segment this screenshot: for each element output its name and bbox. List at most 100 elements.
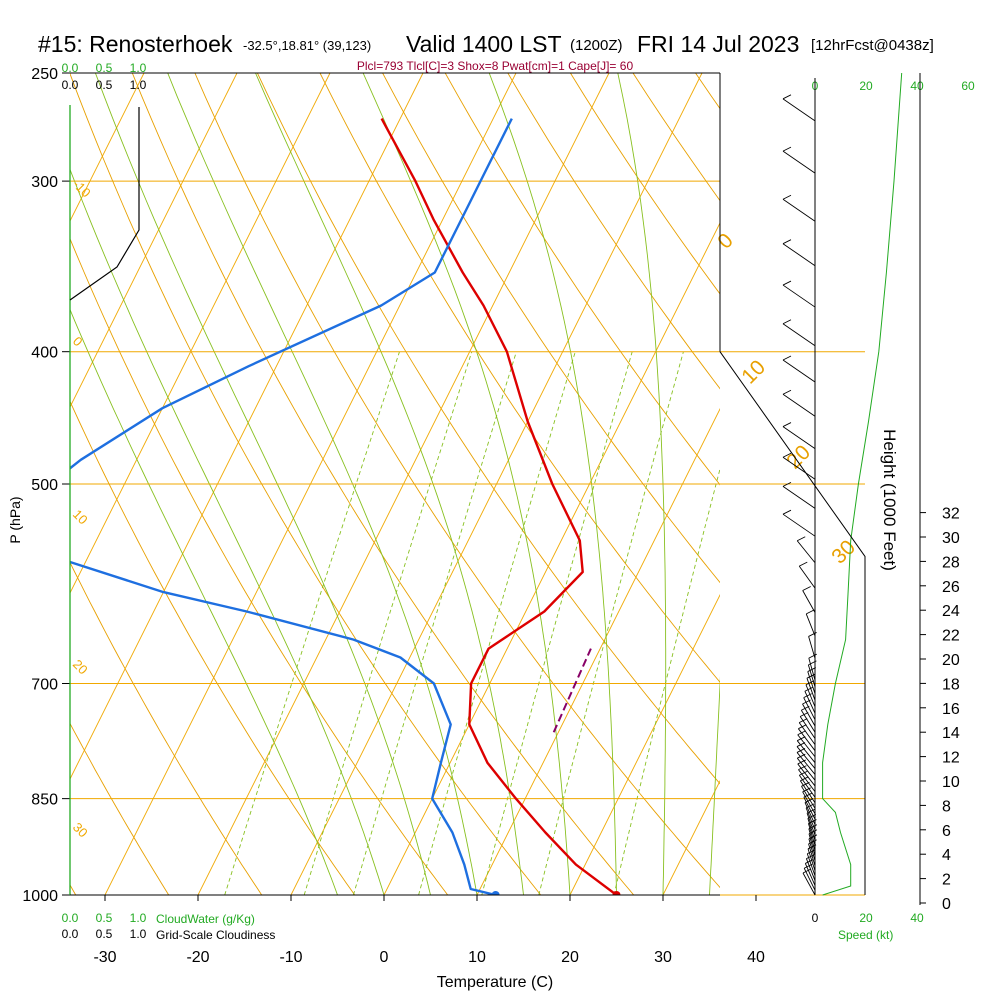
cloud-scale-label: 0.0 <box>62 78 79 92</box>
wind-barb <box>808 843 816 866</box>
wind-barb-flag <box>797 759 806 765</box>
pressure-tick-label: 500 <box>31 477 58 494</box>
utc-time: (1200Z) <box>570 37 623 54</box>
dry-adiabat <box>70 722 170 895</box>
temperature-tick-label: 10 <box>468 949 486 966</box>
dry-adiabat <box>507 73 720 390</box>
dry-adiabat <box>883 73 1000 895</box>
cloud-scale-label: 0.5 <box>96 927 113 941</box>
moist-adiabat <box>167 73 478 895</box>
forecast-run: [12hrFcst@0438z] <box>811 37 934 54</box>
speed-tick-label-bottom: 40 <box>910 911 924 925</box>
cloudwater-label: CloudWater (g/Kg) <box>156 912 255 926</box>
wind-barb <box>804 863 816 886</box>
moist-adiabat <box>362 73 571 895</box>
wind-barb <box>798 728 816 751</box>
wind-barb-flag <box>782 94 792 100</box>
wind-barb <box>798 722 816 745</box>
height-axis-title: Height (1000 Feet) <box>880 429 899 571</box>
height-tick-label: 10 <box>942 774 960 791</box>
wind-barb <box>808 636 816 659</box>
station-title: #15: Renosterhoek <box>38 31 233 57</box>
dry-adiabat <box>256 73 720 785</box>
stability-indices: Plcl=793 Tlcl[C]=3 Shox=8 Pwat[cm]=1 Cap… <box>357 59 634 73</box>
dry-adiabat <box>194 73 720 889</box>
temperature-tick-label: -20 <box>186 949 209 966</box>
wind-barb-flag <box>782 355 792 361</box>
forecast-date: FRI 14 Jul 2023 <box>637 31 799 57</box>
wind-barb <box>803 796 816 820</box>
wind-barb <box>807 671 816 694</box>
dry-adiabat <box>70 73 542 895</box>
wind-barb <box>808 823 816 846</box>
mixing-ratio-line <box>352 351 517 895</box>
dry-adiabat <box>131 73 635 895</box>
temperature-tick-label: 30 <box>654 949 672 966</box>
wind-barb-flag <box>798 765 807 771</box>
mixing-ratio-label: 8 <box>473 897 487 914</box>
wind-barb <box>802 590 816 613</box>
station-coords: -32.5°,18.81° (39,123) <box>243 38 371 53</box>
height-tick-label: 12 <box>942 750 960 767</box>
wind-barb <box>797 763 816 787</box>
speed-tick-label-top: 20 <box>859 79 873 93</box>
moist-adiabat <box>94 73 431 895</box>
dry-adiabat <box>70 561 263 895</box>
height-tick-label: 0 <box>942 896 951 913</box>
mixing-ratio-line <box>613 467 720 895</box>
wind-speed-profile <box>822 72 903 896</box>
wind-barb <box>799 716 816 739</box>
isotherm-label: 10 <box>70 507 91 528</box>
wind-barb-flag <box>782 239 792 245</box>
wind-barb <box>782 486 816 509</box>
wind-barb-flag <box>802 868 812 874</box>
wind-barb <box>782 98 816 122</box>
isotherm <box>942 73 1000 895</box>
wind-barb <box>782 359 816 383</box>
wind-barb-flag <box>797 536 806 542</box>
speed-tick-label-top: 40 <box>910 79 924 93</box>
wind-barb-flag <box>782 452 792 458</box>
wind-barb <box>798 565 816 589</box>
wind-barb <box>796 757 816 781</box>
x-axis-title: Temperature (C) <box>437 974 553 991</box>
wind-barb-flag <box>796 742 806 747</box>
wind-barb <box>808 657 816 681</box>
height-tick-label: 22 <box>942 628 960 645</box>
wind-barb-flag <box>782 509 792 515</box>
mixing-ratio-label: 3 <box>344 897 358 914</box>
wind-barb-flag <box>802 586 811 591</box>
tropopause-boundary <box>719 351 866 895</box>
pressure-tick-label: 300 <box>31 174 58 191</box>
wind-barb <box>800 710 816 733</box>
cloud-scale-label: 0.5 <box>96 78 113 92</box>
isotherm <box>70 73 145 223</box>
height-tick-label: 30 <box>942 530 960 547</box>
cloudiness-label: Grid-Scale Cloudiness <box>156 928 275 942</box>
wind-barb <box>807 664 816 688</box>
isotherm-label: 30 <box>70 820 91 841</box>
wind-barb <box>804 802 816 825</box>
cloud-scale-label: 1.0 <box>130 61 147 75</box>
dry-adiabat <box>70 400 356 895</box>
cloud-scale-label: 0.0 <box>62 911 79 925</box>
dry-adiabat-label: 30 <box>827 536 860 569</box>
wind-barb <box>796 540 816 564</box>
wind-barb <box>805 807 816 831</box>
wind-barb <box>798 774 816 798</box>
dewpoint-line <box>70 118 513 895</box>
moist-adiabat <box>488 73 617 895</box>
wind-barb <box>806 853 816 876</box>
wind-barb <box>805 684 816 707</box>
sounding-profiles <box>70 118 621 895</box>
pressure-tick-label: 1000 <box>22 888 58 905</box>
wind-barb-flag <box>782 194 792 200</box>
wind-barb <box>803 697 816 720</box>
wind-barb-flag <box>808 632 817 637</box>
cloud-scale-label: 0.0 <box>62 927 79 941</box>
wind-barb <box>803 868 816 891</box>
wind-barb <box>798 769 816 792</box>
height-tick-label: 20 <box>942 652 960 669</box>
